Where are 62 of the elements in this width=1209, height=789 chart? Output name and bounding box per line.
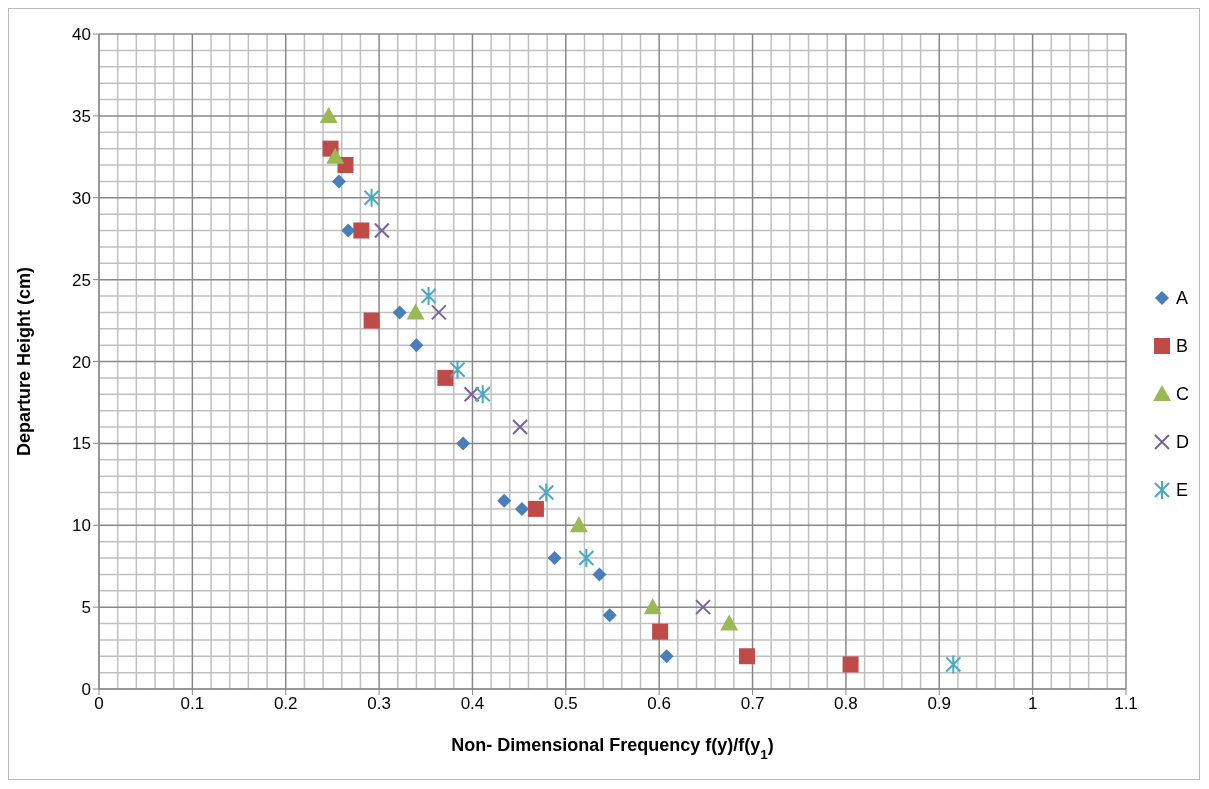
legend-label: B xyxy=(1176,334,1189,358)
point xyxy=(437,369,454,386)
y-tick-label: 15 xyxy=(72,434,91,454)
point xyxy=(409,338,424,353)
point xyxy=(456,436,471,451)
point xyxy=(602,608,617,623)
y-tick-label: 30 xyxy=(72,188,91,208)
point xyxy=(363,188,380,207)
x-tick-label: 1.1 xyxy=(1114,694,1138,714)
x-tick-label: 0.7 xyxy=(740,694,765,714)
point xyxy=(331,174,346,189)
y-tick-label: 25 xyxy=(72,270,91,290)
legend-label: C xyxy=(1176,382,1189,406)
y-tick-label: 20 xyxy=(72,352,91,372)
point xyxy=(695,599,712,616)
x-tick-label: 0.3 xyxy=(367,694,391,714)
point xyxy=(363,312,380,329)
legend-label: A xyxy=(1176,286,1189,310)
x-tick-label: 0.9 xyxy=(927,694,952,714)
x-tick-label: 0.6 xyxy=(647,694,671,714)
point xyxy=(527,500,544,517)
point xyxy=(720,614,739,631)
point xyxy=(463,386,480,403)
point xyxy=(547,551,562,565)
point xyxy=(569,516,588,533)
y-tick-label: 10 xyxy=(72,516,91,536)
y-tick-label: 0 xyxy=(81,680,91,700)
point xyxy=(652,623,669,640)
point xyxy=(353,222,370,239)
x-tick-label: 0.8 xyxy=(834,694,858,714)
point xyxy=(512,419,529,435)
point xyxy=(538,483,554,502)
x-tick-label: 0 xyxy=(94,694,104,714)
point xyxy=(373,222,390,239)
x-tick-label: 0.1 xyxy=(180,694,205,714)
point xyxy=(326,147,345,164)
legend-label: D xyxy=(1176,430,1189,454)
legend-label: E xyxy=(1176,478,1189,502)
point xyxy=(497,493,512,508)
y-tick-label: 5 xyxy=(81,598,91,618)
point xyxy=(643,598,662,615)
y-axis-title: Departure Height (cm) xyxy=(14,266,35,457)
point xyxy=(514,501,529,516)
point xyxy=(842,656,859,673)
x-tick-label: 0.2 xyxy=(273,694,298,714)
point xyxy=(449,360,466,379)
point xyxy=(738,648,755,665)
point xyxy=(578,549,595,567)
point xyxy=(592,567,607,582)
point xyxy=(406,303,425,320)
point xyxy=(659,649,674,664)
x-tick-label: 1 xyxy=(1027,694,1038,714)
x-axis-title: Non- Dimensional Frequency f(y)/f(y$_{1}$) xyxy=(451,735,774,762)
point xyxy=(430,304,447,321)
x-tick-label: 0.4 xyxy=(460,694,485,714)
point xyxy=(392,305,407,320)
point xyxy=(945,655,962,674)
x-tick-label: 0.5 xyxy=(554,694,578,714)
y-tick-label: 35 xyxy=(72,106,91,126)
y-tick-label: 40 xyxy=(72,25,91,45)
point xyxy=(341,223,356,238)
point xyxy=(319,106,338,123)
